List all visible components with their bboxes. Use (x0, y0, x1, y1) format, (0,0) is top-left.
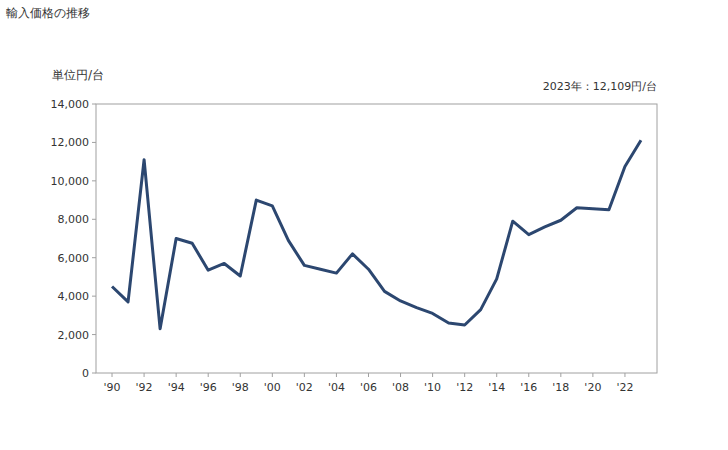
x-tick-label: '10 (424, 381, 441, 394)
x-tick-label: '14 (488, 381, 505, 394)
x-tick (208, 373, 209, 377)
x-tick (592, 373, 593, 377)
series-group (112, 140, 641, 328)
y-axis-label: 単位円/台 (52, 68, 104, 82)
plot-frame (96, 104, 657, 373)
x-tick (240, 373, 241, 377)
x-tick-label: '00 (264, 381, 281, 394)
x-tick (624, 373, 625, 377)
x-tick-label: '20 (584, 381, 601, 394)
y-tick-label: 0 (82, 367, 89, 380)
x-tick-label: '12 (456, 381, 473, 394)
x-tick-label: '92 (136, 381, 153, 394)
x-tick (368, 373, 369, 377)
x-tick-label: '06 (360, 381, 377, 394)
x-tick (336, 373, 337, 377)
y-tick (92, 373, 96, 374)
x-tick (496, 373, 497, 377)
y-tick-label: 8,000 (58, 213, 90, 226)
x-tick (528, 373, 529, 377)
x-tick-label: '96 (200, 381, 217, 394)
x-tick (464, 373, 465, 377)
x-tick-label: '90 (104, 381, 121, 394)
data-line (112, 140, 641, 328)
x-tick (144, 373, 145, 377)
x-tick-label: '98 (232, 381, 249, 394)
y-tick-label: 4,000 (58, 290, 90, 303)
x-tick-label: '16 (520, 381, 537, 394)
x-tick (304, 373, 305, 377)
x-tick-label: '04 (328, 381, 345, 394)
y-tick (92, 104, 96, 105)
y-tick-label: 6,000 (58, 252, 90, 265)
x-tick (432, 373, 433, 377)
x-tick (112, 373, 113, 377)
y-tick (92, 257, 96, 258)
title: 輸入価格の推移 (6, 6, 90, 20)
y-tick (92, 296, 96, 297)
annotation: 2023年：12,109円/台 (543, 80, 657, 93)
y-tick (92, 180, 96, 181)
chart-container: 輸入価格の推移単位円/台 2023年：12,109円/台 0 2,000 4,000 6,… (0, 0, 728, 450)
x-tick (272, 373, 273, 377)
y-tick-label: 12,000 (51, 136, 90, 149)
x-tick (176, 373, 177, 377)
x-tick (560, 373, 561, 377)
y-tick (92, 219, 96, 220)
y-tick-label: 10,000 (51, 175, 90, 188)
x-tick (400, 373, 401, 377)
x-tick-label: '02 (296, 381, 313, 394)
x-tick-label: '08 (392, 381, 409, 394)
x-tick-label: '22 (616, 381, 633, 394)
x-tick-label: '94 (168, 381, 185, 394)
y-tick-label: 2,000 (58, 329, 90, 342)
x-tick-label: '18 (552, 381, 569, 394)
y-tick-label: 14,000 (51, 98, 90, 111)
y-tick (92, 142, 96, 143)
y-tick (92, 334, 96, 335)
chart-svg: 輸入価格の推移単位円/台 2023年：12,109円/台 0 2,000 4,000 6,… (0, 0, 728, 450)
